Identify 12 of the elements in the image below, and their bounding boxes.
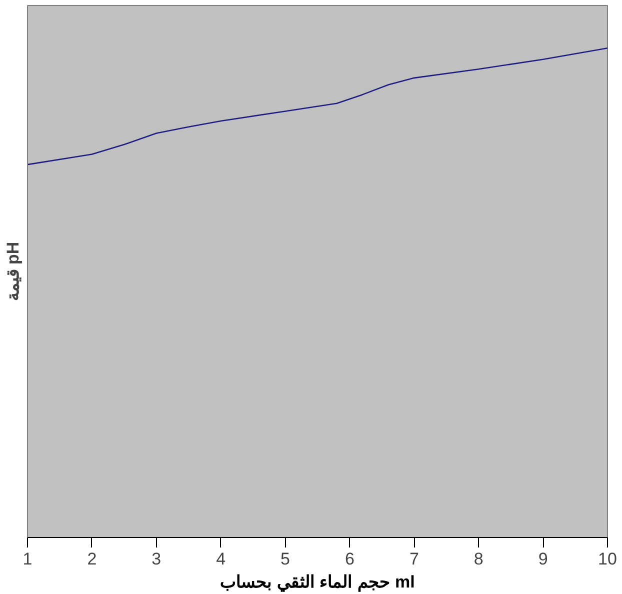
x-tick-label: 5 [280, 550, 290, 568]
x-tick-label: 3 [152, 550, 162, 568]
x-tick-label: 1 [22, 550, 32, 568]
x-tick-label: 7 [409, 550, 419, 568]
y-axis-title: قيمة pH [4, 242, 22, 302]
x-axis-title: حجم الماء الثقي بحساب ml [220, 572, 415, 592]
x-tick-label: 8 [474, 550, 484, 568]
x-tick-label: 6 [344, 550, 354, 568]
x-tick-label: 2 [87, 550, 97, 568]
x-tick-label: 9 [538, 550, 548, 568]
x-tick-label: 10 [598, 550, 617, 568]
x-tick-label: 4 [216, 550, 226, 568]
